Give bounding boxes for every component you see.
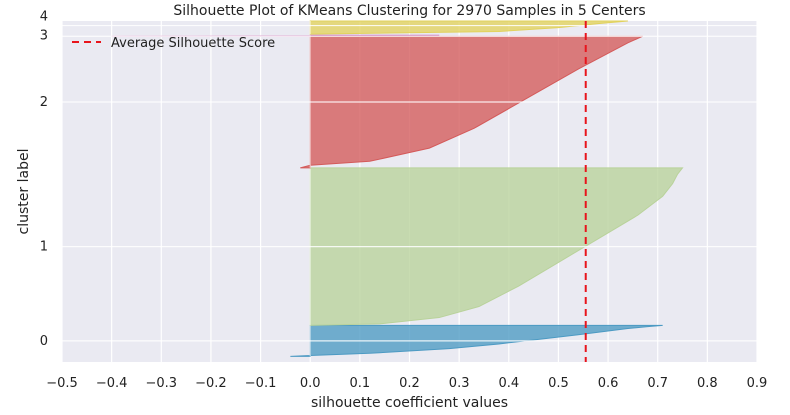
x-tick-label: 0.0 xyxy=(300,376,321,391)
x-tick-label: −0.1 xyxy=(245,376,277,391)
legend-label: Average Silhouette Score xyxy=(111,36,275,51)
x-tick-label: 0.2 xyxy=(399,376,420,391)
x-tick-label: 0.3 xyxy=(449,376,470,391)
x-tick-label: 0.8 xyxy=(697,376,718,391)
x-tick-label: 0.5 xyxy=(548,376,569,391)
x-tick-label: 0.7 xyxy=(647,376,668,391)
legend: Average Silhouette Score xyxy=(72,36,275,51)
y-tick-label: 0 xyxy=(40,334,48,349)
x-tick-label: −0.5 xyxy=(46,376,78,391)
chart-title: Silhouette Plot of KMeans Clustering for… xyxy=(173,3,645,19)
cluster-areas xyxy=(62,20,757,357)
y-gridlines xyxy=(62,24,757,342)
y-axis-label: cluster label xyxy=(16,149,32,235)
x-tick-label: 0.6 xyxy=(598,376,619,391)
x-tick-label: 0.1 xyxy=(350,376,371,391)
x-tick-labels: −0.5 −0.4 −0.3 −0.2 −0.1 0.0 0.1 0.2 0.3 0.4 0.5 0.… xyxy=(46,376,767,391)
x-tick-label: 0.9 xyxy=(747,376,768,391)
y-tick-label: 3 xyxy=(40,29,48,44)
x-tick-label: −0.2 xyxy=(195,376,227,391)
x-tick-label: 0.4 xyxy=(498,376,519,391)
y-tick-label: 1 xyxy=(40,240,48,255)
y-tick-label: 4 xyxy=(40,10,48,25)
y-tick-labels: 0 1 2 3 4 xyxy=(40,10,48,349)
x-tick-label: −0.4 xyxy=(96,376,128,391)
x-axis-label: silhouette coefficient values xyxy=(311,395,508,411)
y-tick-label: 2 xyxy=(40,95,48,110)
x-tick-label: −0.3 xyxy=(145,376,177,391)
